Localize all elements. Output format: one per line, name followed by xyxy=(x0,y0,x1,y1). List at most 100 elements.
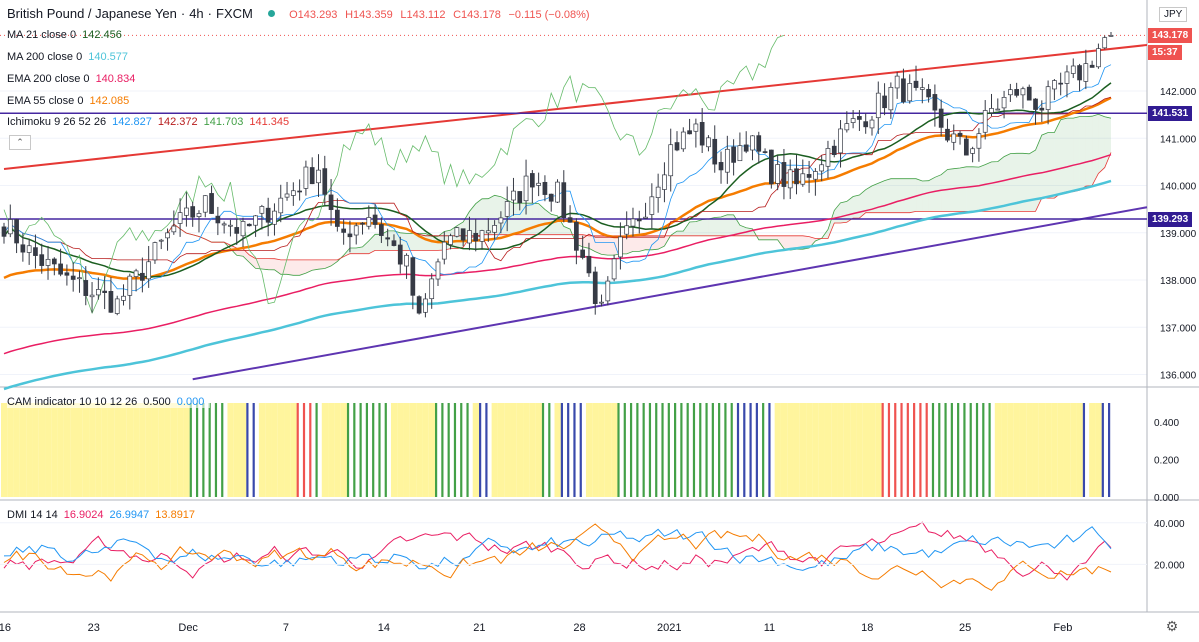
cloud-segment xyxy=(651,235,659,250)
cam-bar xyxy=(233,403,241,497)
candle-body xyxy=(1108,35,1114,37)
legend-ma200[interactable]: MA 200 close 0 140.577 xyxy=(7,51,128,63)
cam-bar xyxy=(749,403,752,497)
time-tick-label: Feb xyxy=(1053,622,1072,634)
cloud-segment xyxy=(658,235,665,250)
cloud-segment xyxy=(695,219,703,236)
candle-body xyxy=(844,123,850,131)
candle-body xyxy=(668,144,674,177)
candle xyxy=(39,243,45,274)
cloud-segment xyxy=(727,214,734,236)
candle-body xyxy=(64,272,70,276)
candle xyxy=(190,201,196,227)
cam-bar xyxy=(107,403,115,497)
cam-bar xyxy=(780,403,788,497)
cam-bar xyxy=(523,403,530,497)
cam-bar xyxy=(629,403,633,497)
cam-bar xyxy=(214,403,218,497)
legend-ichimoku[interactable]: Ichimoku 9 26 52 26 142.827 142.372 141.703… xyxy=(7,116,290,128)
candle-body xyxy=(1001,96,1007,109)
cam-bar xyxy=(919,403,922,497)
cloud-segment xyxy=(790,235,797,251)
cloud-segment xyxy=(1022,153,1030,212)
candle-body xyxy=(177,212,183,224)
legend-cam[interactable]: CAM indicator 10 10 12 26 0.500 0.000 xyxy=(7,396,211,408)
cam-bar xyxy=(428,403,436,497)
candle xyxy=(1089,60,1095,68)
candle xyxy=(1096,43,1101,69)
candle xyxy=(662,162,667,203)
candle xyxy=(831,139,837,158)
cam-bar xyxy=(271,403,278,497)
candle xyxy=(95,277,101,300)
legend-dmi[interactable]: DMI 14 14 16.9024 26.9947 13.8917 xyxy=(7,509,196,521)
candle xyxy=(246,223,252,227)
candle xyxy=(580,235,586,260)
chart-title: British Pound / Japanese Yen · 4h · FXCM O14… xyxy=(7,6,598,21)
candle-body xyxy=(448,235,453,245)
candle-body xyxy=(825,148,831,167)
candle-body xyxy=(504,201,510,217)
candle-body xyxy=(580,249,586,258)
candle-body xyxy=(806,174,812,178)
candle xyxy=(945,118,950,143)
candle xyxy=(1033,98,1038,125)
open-value: O143.293 xyxy=(289,9,338,21)
cloud-segment xyxy=(721,214,728,236)
candle xyxy=(240,217,246,248)
candle xyxy=(347,220,353,253)
cloud-segment xyxy=(639,235,646,252)
change-value: −0.115 (−0.08%) xyxy=(508,9,590,21)
candle-body xyxy=(441,241,447,260)
cam-bar xyxy=(925,403,928,497)
legend-ema200[interactable]: EMA 200 close 0 140.834 xyxy=(7,73,136,85)
cloud-segment xyxy=(356,246,363,254)
cam-bar xyxy=(931,403,935,497)
cam-bar xyxy=(1063,403,1071,497)
candle xyxy=(83,266,89,306)
cloud-segment xyxy=(966,166,973,212)
candle-body xyxy=(202,195,208,213)
cam-bar xyxy=(1051,403,1058,497)
candle-body xyxy=(863,121,869,128)
candle-body xyxy=(290,190,296,196)
candle xyxy=(901,68,906,104)
currency-button[interactable]: JPY xyxy=(1159,7,1188,22)
legend-ema55[interactable]: EMA 55 close 0 142.085 xyxy=(7,95,130,107)
symbol-name: British Pound / Japanese Yen xyxy=(7,6,177,21)
candle xyxy=(322,155,328,206)
candle-body xyxy=(1096,48,1101,68)
cam-bar xyxy=(560,403,563,497)
cloud-segment xyxy=(582,234,589,249)
dmi-plus-value: 16.9024 xyxy=(63,509,104,521)
cam-bar xyxy=(177,403,184,497)
candle xyxy=(228,219,233,237)
cloud-segment xyxy=(702,219,709,236)
legend-ma21[interactable]: MA 21 close 0 142.456 xyxy=(7,29,122,41)
cam-bar xyxy=(1076,403,1083,497)
candle-body xyxy=(171,225,177,233)
candle-body xyxy=(932,94,938,111)
gear-icon[interactable]: ⚙ xyxy=(1165,618,1179,634)
cam-bar xyxy=(378,403,381,497)
candle xyxy=(869,116,875,136)
cloud-segment xyxy=(412,233,420,251)
candle-body xyxy=(246,223,252,227)
ichimoku-cloud xyxy=(167,114,1111,276)
close-value: C143.178 xyxy=(453,9,501,21)
candle xyxy=(215,206,221,236)
candle-body xyxy=(875,92,881,119)
candle-body xyxy=(536,182,541,186)
cam-bar xyxy=(63,403,71,497)
candle xyxy=(743,131,749,154)
candle xyxy=(372,204,378,229)
candle-body xyxy=(372,214,378,225)
cloud-segment xyxy=(469,203,476,238)
chevron-up-icon[interactable]: ⌃ xyxy=(9,135,31,150)
candle-body xyxy=(26,245,32,253)
cloud-segment xyxy=(1060,118,1067,194)
cloud-segment xyxy=(827,210,835,239)
cam-bar xyxy=(133,403,140,497)
cloud-segment xyxy=(934,174,942,212)
candle-body xyxy=(146,261,152,280)
